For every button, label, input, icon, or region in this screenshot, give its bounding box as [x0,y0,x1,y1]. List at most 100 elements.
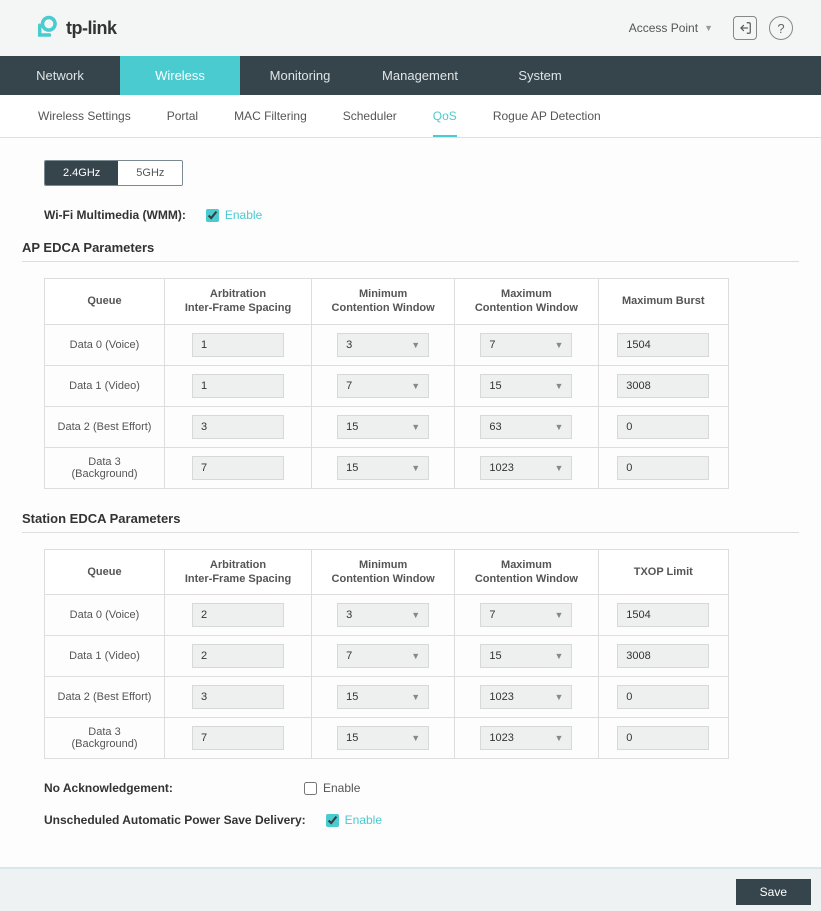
table-row: Data 2 (Best Effort)15▼63▼ [45,406,729,447]
noack-enable-text: Enable [323,781,360,795]
cwmax-select[interactable]: 1023▼ [480,726,572,750]
burst-input[interactable] [617,415,709,439]
aifs-input[interactable] [192,726,284,750]
band-tabs: 2.4GHz5GHz [44,160,183,186]
ap-edca-table: QueueArbitrationInter-Frame SpacingMinim… [44,278,729,489]
main-nav-item-network[interactable]: Network [0,56,120,95]
cwmin-select[interactable]: 15 ▼ [337,415,429,439]
cwmin-select[interactable]: 15 ▼ [337,456,429,480]
sub-nav-item-wireless-settings[interactable]: Wireless Settings [20,95,149,137]
sub-nav-item-qos[interactable]: QoS [415,95,475,137]
cwmax-select[interactable]: 7▼ [480,603,572,627]
aifs-input[interactable] [192,415,284,439]
uapsd-enable-text: Enable [345,813,382,827]
wmm-enable[interactable]: Enable [206,208,262,222]
cwmax-select[interactable]: 15▼ [480,374,572,398]
aifs-input[interactable] [192,374,284,398]
chevron-down-icon: ▼ [411,463,420,473]
cwmax-select[interactable]: 15▼ [480,644,572,668]
main-nav-item-wireless[interactable]: Wireless [120,56,240,95]
cwmin-select[interactable]: 15▼ [337,726,429,750]
wmm-row: Wi-Fi Multimedia (WMM): Enable [44,208,799,222]
cwmax-select[interactable]: 63▼ [480,415,572,439]
ap-edca-title: AP EDCA Parameters [22,240,799,255]
table-row: Data 0 (Voice)3▼7▼ [45,324,729,365]
uapsd-checkbox[interactable] [326,814,339,827]
cwmin-select[interactable]: 7▼ [337,374,429,398]
footer-bar: Save [0,867,821,911]
band-tab-5ghz[interactable]: 5GHz [118,161,182,185]
table-row: Data 2 (Best Effort)15▼1023▼ [45,677,729,718]
select-value: 15 [346,421,358,433]
sub-nav-item-mac-filtering[interactable]: MAC Filtering [216,95,325,137]
noack-checkbox[interactable] [304,782,317,795]
burst-input[interactable] [617,603,709,627]
uapsd-label: Unscheduled Automatic Power Save Deliver… [44,813,306,827]
aifs-input[interactable] [192,685,284,709]
cwmin-select[interactable]: 15▼ [337,685,429,709]
cwmax-select[interactable]: 1023▼ [480,456,572,480]
queue-cell: Data 3 (Background) [45,447,165,488]
burst-input[interactable] [617,456,709,480]
uapsd-enable[interactable]: Enable [326,813,382,827]
main-nav: NetworkWirelessMonitoringManagementSyste… [0,56,821,95]
select-value: 15 [346,732,358,744]
header-right: Access Point ▼ ? [621,16,793,40]
chevron-down-icon: ▼ [704,23,713,33]
station-edca-title: Station EDCA Parameters [22,511,799,526]
cwmin-select[interactable]: 7▼ [337,644,429,668]
save-button[interactable]: Save [736,879,811,905]
aifs-input[interactable] [192,644,284,668]
band-tab-24ghz[interactable]: 2.4GHz [45,161,118,185]
cwmin-select[interactable]: 3▼ [337,333,429,357]
burst-input[interactable] [617,374,709,398]
burst-input[interactable] [617,644,709,668]
noack-enable[interactable]: Enable [304,781,360,795]
table-header: MaximumContention Window [455,549,598,595]
burst-input[interactable] [617,685,709,709]
header-bar: tp-link Access Point ▼ ? [0,0,821,56]
sub-nav-item-scheduler[interactable]: Scheduler [325,95,415,137]
cwmin-select[interactable]: 3▼ [337,603,429,627]
main-nav-item-monitoring[interactable]: Monitoring [240,56,360,95]
select-value: 7 [346,650,352,662]
aifs-input[interactable] [192,603,284,627]
wmm-checkbox[interactable] [206,209,219,222]
select-value: 15 [346,462,358,474]
divider [22,532,799,533]
chevron-down-icon: ▼ [554,651,563,661]
mode-dropdown[interactable]: Access Point ▼ [621,17,721,39]
table-header: TXOP Limit [598,549,728,595]
wmm-label: Wi-Fi Multimedia (WMM): [44,208,186,222]
burst-input[interactable] [617,726,709,750]
select-value: 7 [489,609,495,621]
cwmax-select[interactable]: 1023▼ [480,685,572,709]
brand-text: tp-link [66,18,117,39]
table-header: MinimumContention Window [311,279,454,325]
chevron-down-icon: ▼ [554,340,563,350]
cwmax-select[interactable]: 7▼ [480,333,572,357]
main-nav-item-system[interactable]: System [480,56,600,95]
uapsd-row: Unscheduled Automatic Power Save Deliver… [44,813,799,827]
chevron-down-icon: ▼ [411,651,420,661]
aifs-input[interactable] [192,456,284,480]
select-value: 1023 [489,691,513,703]
wmm-enable-text: Enable [225,208,262,222]
noack-label: No Acknowledgement: [44,781,284,795]
content-area: 2.4GHz5GHz Wi-Fi Multimedia (WMM): Enabl… [0,138,821,867]
main-nav-item-management[interactable]: Management [360,56,480,95]
chevron-down-icon: ▼ [411,422,420,432]
sub-nav: Wireless SettingsPortalMAC FilteringSche… [0,95,821,138]
chevron-down-icon: ▼ [554,422,563,432]
logout-icon[interactable] [733,16,757,40]
select-value: 3 [346,609,352,621]
burst-input[interactable] [617,333,709,357]
aifs-input[interactable] [192,333,284,357]
chevron-down-icon: ▼ [411,610,420,620]
help-icon[interactable]: ? [769,16,793,40]
sub-nav-item-rogue-ap-detection[interactable]: Rogue AP Detection [475,95,619,137]
queue-cell: Data 3 (Background) [45,718,165,759]
select-value: 7 [346,380,352,392]
sub-nav-item-portal[interactable]: Portal [149,95,216,137]
table-header: MinimumContention Window [311,549,454,595]
